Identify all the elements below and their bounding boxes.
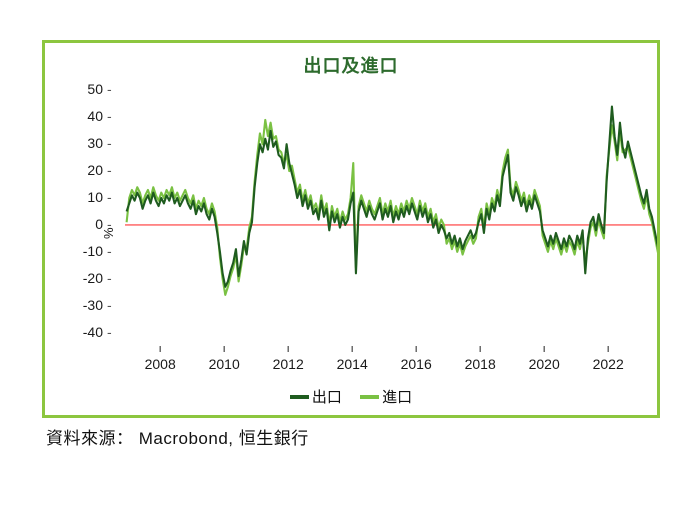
x-tick-label: 2022 bbox=[592, 356, 624, 372]
x-tick-label: 2012 bbox=[272, 356, 304, 372]
legend-swatch-imports bbox=[360, 395, 380, 399]
y-tick-mark: - bbox=[107, 215, 112, 232]
x-tick-label: 2020 bbox=[528, 356, 560, 372]
y-tick-label: 50 bbox=[87, 81, 103, 98]
y-tick-label: 20 bbox=[87, 162, 103, 179]
y-tick-mark: - bbox=[107, 296, 112, 313]
chart-title: 出口及進口 bbox=[303, 56, 399, 76]
source-note: 資料來源： Macrobond, 恒生銀行 bbox=[46, 429, 309, 448]
y-tick-mark: - bbox=[107, 189, 112, 205]
x-tick-label: 2016 bbox=[400, 356, 432, 372]
y-tick-label: 30 bbox=[87, 135, 103, 152]
y-tick-mark: - bbox=[107, 162, 112, 179]
y-tick-label: 10 bbox=[87, 189, 103, 205]
chart-frame: 出口及進口 % 50-40-30-20-10-0- -10- -20- -30- -40… bbox=[42, 40, 660, 418]
x-tick-label: 2008 bbox=[144, 356, 176, 372]
x-tick-label: 2010 bbox=[208, 356, 240, 372]
x-tick-label: 2014 bbox=[336, 356, 368, 372]
y-tick-label: -30 bbox=[82, 296, 103, 313]
chart-legend: 出口 進口 bbox=[45, 386, 657, 407]
y-tick-mark: - bbox=[107, 242, 112, 259]
y-tick-mark: - bbox=[107, 108, 112, 125]
series-line-exports bbox=[125, 105, 657, 288]
y-tick-mark: - bbox=[107, 81, 112, 98]
y-tick-label: 0 bbox=[95, 215, 103, 232]
y-tick-label: 40 bbox=[87, 108, 103, 125]
legend-item-imports: 進口 bbox=[360, 386, 412, 407]
legend-item-exports: 出口 bbox=[289, 386, 342, 407]
y-tick-mark: - bbox=[107, 269, 112, 286]
y-tick-label: -40 bbox=[82, 323, 103, 340]
y-tick-mark: - bbox=[107, 323, 112, 340]
legend-label-exports: 出口 bbox=[311, 389, 342, 406]
legend-label-imports: 進口 bbox=[382, 389, 413, 406]
y-tick-label: -20 bbox=[82, 269, 103, 286]
x-tick-label: 2018 bbox=[464, 356, 496, 372]
y-tick-mark: - bbox=[107, 135, 112, 152]
legend-swatch-exports bbox=[289, 395, 309, 399]
chart-plot-area bbox=[125, 105, 657, 352]
y-tick-label: -10 bbox=[82, 242, 103, 259]
